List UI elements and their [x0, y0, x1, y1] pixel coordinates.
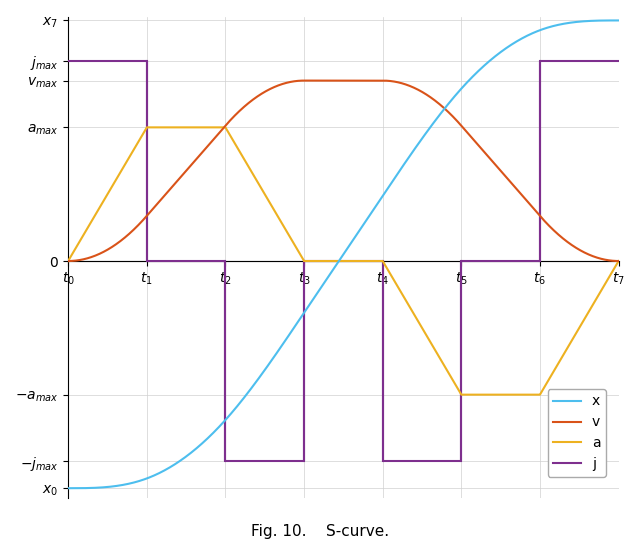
Text: Fig. 10.    S-curve.: Fig. 10. S-curve.	[251, 524, 389, 539]
Legend: x, v, a, j: x, v, a, j	[547, 389, 606, 477]
